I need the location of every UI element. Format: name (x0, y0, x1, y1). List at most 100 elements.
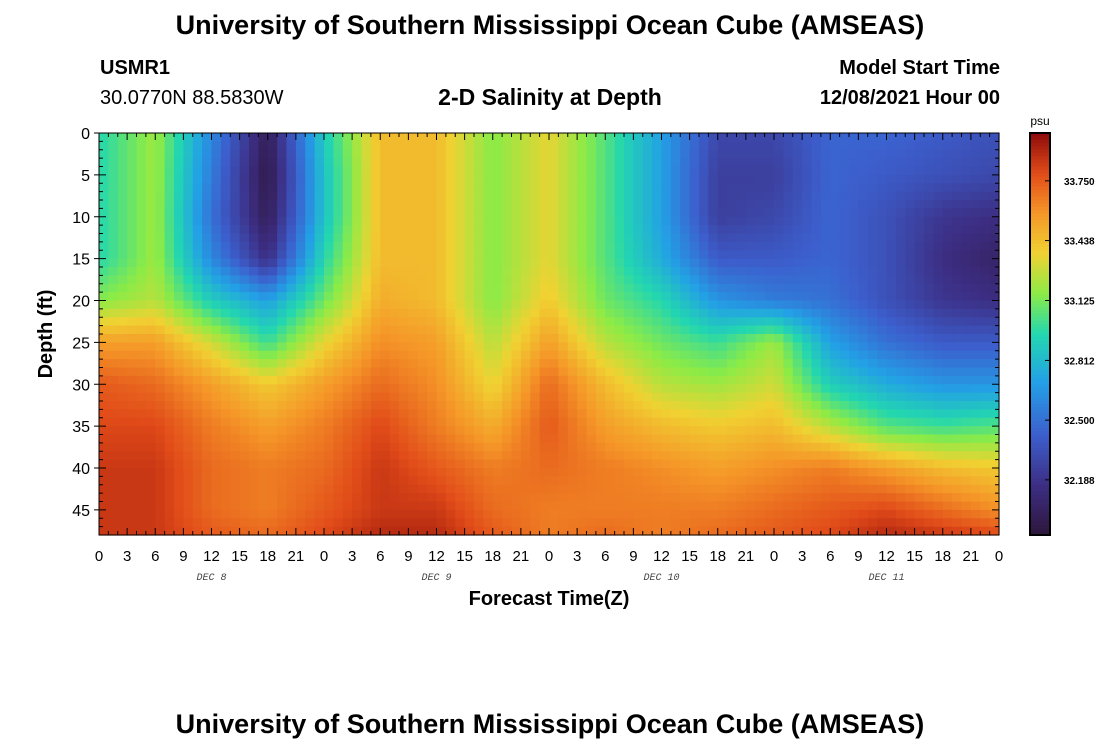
heatmap-cell (980, 275, 991, 285)
heatmap-cell (136, 518, 147, 528)
heatmap-cell (389, 334, 400, 343)
heatmap-cell (811, 174, 822, 184)
heatmap-cell (211, 426, 222, 436)
heatmap-cell (895, 292, 906, 302)
heatmap-cell (183, 367, 194, 377)
heatmap-cell (624, 216, 634, 226)
heatmap-cell (108, 350, 119, 360)
heatmap-cell (755, 216, 766, 226)
heatmap-cell (849, 392, 859, 402)
heatmap-cell (258, 200, 269, 209)
heatmap-cell (492, 409, 503, 419)
heatmap-cell (595, 359, 606, 369)
heatmap-cell (614, 342, 625, 352)
heatmap-cell (783, 392, 794, 402)
heatmap-cell (333, 442, 344, 452)
heatmap-cell (483, 509, 494, 519)
heatmap-cell (445, 476, 456, 486)
heatmap-cell (970, 518, 981, 528)
heatmap-cell (792, 183, 803, 193)
heatmap-cell (867, 325, 878, 335)
heatmap-cell (258, 308, 269, 318)
heatmap-cell (136, 501, 147, 511)
heatmap-cell (717, 241, 728, 251)
heatmap-cell (427, 308, 438, 318)
heatmap-cell (455, 484, 466, 494)
heatmap-cell (642, 459, 653, 469)
heatmap-cell (183, 526, 194, 536)
heatmap-cell (670, 401, 681, 410)
heatmap-cell (736, 292, 747, 302)
heatmap-cell (924, 375, 934, 385)
heatmap-cell (867, 174, 878, 184)
heatmap-cell (877, 409, 888, 419)
heatmap-cell (839, 250, 850, 260)
heatmap-cell (867, 409, 878, 419)
heatmap-cell (389, 325, 400, 335)
heatmap-cell (314, 375, 325, 385)
heatmap-cell (549, 158, 559, 168)
heatmap-cell (895, 509, 906, 519)
heatmap-cell (586, 208, 597, 218)
heatmap-cell (980, 426, 991, 436)
heatmap-cell (408, 317, 419, 327)
heatmap-cell (136, 417, 147, 427)
heatmap-cell (858, 250, 869, 260)
heatmap-cell (886, 258, 897, 268)
heatmap-cell (399, 384, 409, 394)
heatmap-cell (567, 308, 578, 318)
heatmap-cell (567, 250, 578, 260)
heatmap-cell (417, 501, 428, 511)
heatmap-cell (689, 200, 700, 209)
heatmap-cell (155, 518, 166, 528)
heatmap-cell (567, 149, 578, 159)
heatmap-cell (155, 250, 166, 260)
heatmap-cell (652, 258, 663, 268)
heatmap-cell (717, 233, 728, 243)
heatmap-cell (333, 216, 344, 226)
heatmap-cell (436, 208, 447, 218)
heatmap-cell (661, 334, 672, 343)
heatmap-cell (127, 367, 138, 377)
heatmap-cell (652, 501, 663, 511)
heatmap-cell (952, 401, 963, 410)
heatmap-cell (239, 367, 250, 377)
heatmap-cell (830, 334, 841, 343)
heatmap-cell (136, 509, 147, 519)
heatmap-cell (380, 241, 391, 251)
heatmap-cell (455, 526, 466, 536)
heatmap-cell (549, 166, 559, 176)
heatmap-cell (183, 275, 194, 285)
heatmap-cell (305, 476, 316, 486)
heatmap-cell (305, 426, 316, 436)
heatmap-cell (989, 141, 1000, 151)
heatmap-cell (886, 225, 897, 235)
heatmap-cell (652, 392, 663, 402)
heatmap-cell (895, 526, 906, 536)
heatmap-cell (389, 250, 400, 260)
heatmap-cell (924, 384, 934, 394)
heatmap-cell (745, 367, 756, 377)
heatmap-cell (324, 468, 334, 477)
heatmap-cell (530, 241, 541, 251)
heatmap-cell (314, 451, 325, 461)
heatmap-cell (577, 241, 588, 251)
heatmap-cell (164, 442, 175, 452)
heatmap-cell (558, 283, 569, 293)
heatmap-cell (530, 493, 541, 503)
heatmap-cell (774, 292, 784, 302)
heatmap-cell (502, 174, 513, 184)
heatmap-cell (305, 468, 316, 477)
heatmap-cell (511, 158, 522, 168)
heatmap-cell (127, 283, 138, 293)
heatmap-cell (314, 484, 325, 494)
heatmap-cell (192, 409, 203, 419)
heatmap-cell (820, 292, 831, 302)
heatmap-cell (858, 308, 869, 318)
heatmap-cell (361, 133, 372, 142)
heatmap-cell (277, 250, 288, 260)
heatmap-cell (699, 149, 709, 159)
heatmap-cell (164, 518, 175, 528)
heatmap-cell (717, 350, 728, 360)
heatmap-cell (136, 158, 147, 168)
